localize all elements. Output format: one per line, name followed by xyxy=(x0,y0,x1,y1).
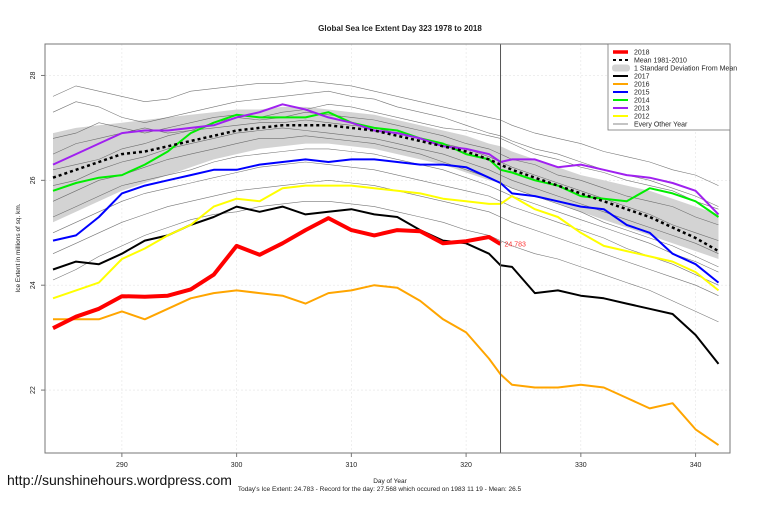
series-line-2016 xyxy=(53,284,720,446)
legend-label: 2015 xyxy=(634,90,650,97)
other-year-line xyxy=(52,103,719,210)
watermark-url[interactable]: http://sunshinehours.wordpress.com xyxy=(7,472,232,488)
x-tick-label: 320 xyxy=(460,462,472,469)
x-tick-label: 300 xyxy=(231,462,243,469)
highlighted-series xyxy=(52,103,720,446)
legend-label: 2018 xyxy=(634,50,650,57)
legend-label: 2017 xyxy=(634,74,650,81)
series-line-2015 xyxy=(52,158,720,284)
series-line-2014 xyxy=(52,111,720,218)
other-year-line xyxy=(52,148,719,273)
other-year-line xyxy=(52,201,719,323)
other-year-line xyxy=(52,111,719,226)
y-tick-label: 26 xyxy=(30,176,37,184)
x-tick-label: 340 xyxy=(690,462,702,469)
series-line-2012 xyxy=(52,184,720,300)
series-line-2013 xyxy=(52,103,720,216)
current-value-label: 24.783 xyxy=(505,242,527,249)
legend-box xyxy=(607,43,731,131)
legend-label: Mean 1981-2010 xyxy=(634,58,687,65)
footer-stats: Today's Ice Extent: 24.783 - Record for … xyxy=(237,486,522,493)
y-tick-label: 28 xyxy=(30,71,37,79)
legend-label: Every Other Year xyxy=(634,122,688,129)
y-axis: 22 24 26 28 xyxy=(30,71,45,394)
other-year-line xyxy=(52,135,719,268)
x-axis-label: Day of Year xyxy=(373,478,407,485)
x-axis: 290 300 310 320 330 340 xyxy=(116,453,702,469)
legend-label: 2013 xyxy=(634,106,650,113)
plot-frame xyxy=(44,43,731,454)
legend-label: 2012 xyxy=(634,114,650,121)
y-tick-label: 24 xyxy=(30,281,37,289)
series-line-2018 xyxy=(52,216,502,330)
other-year-line xyxy=(52,161,719,286)
legend-swatch xyxy=(612,64,630,72)
std-dev-band xyxy=(53,106,719,260)
y-tick-label: 22 xyxy=(30,386,37,394)
y-axis-label: Ice Extent in millions of sq. km. xyxy=(15,203,22,292)
other-year-line xyxy=(52,127,719,254)
legend-label: 2014 xyxy=(634,98,650,105)
legend-label: 1 Standard Deviation From Mean xyxy=(634,66,737,73)
x-tick-label: 310 xyxy=(346,462,358,469)
x-tick-label: 290 xyxy=(116,462,128,469)
x-tick-label: 330 xyxy=(575,462,587,469)
other-year-line xyxy=(52,80,719,186)
chart-title: Global Sea Ice Extent Day 323 1978 to 20… xyxy=(318,24,482,33)
legend-label: 2016 xyxy=(634,82,650,89)
